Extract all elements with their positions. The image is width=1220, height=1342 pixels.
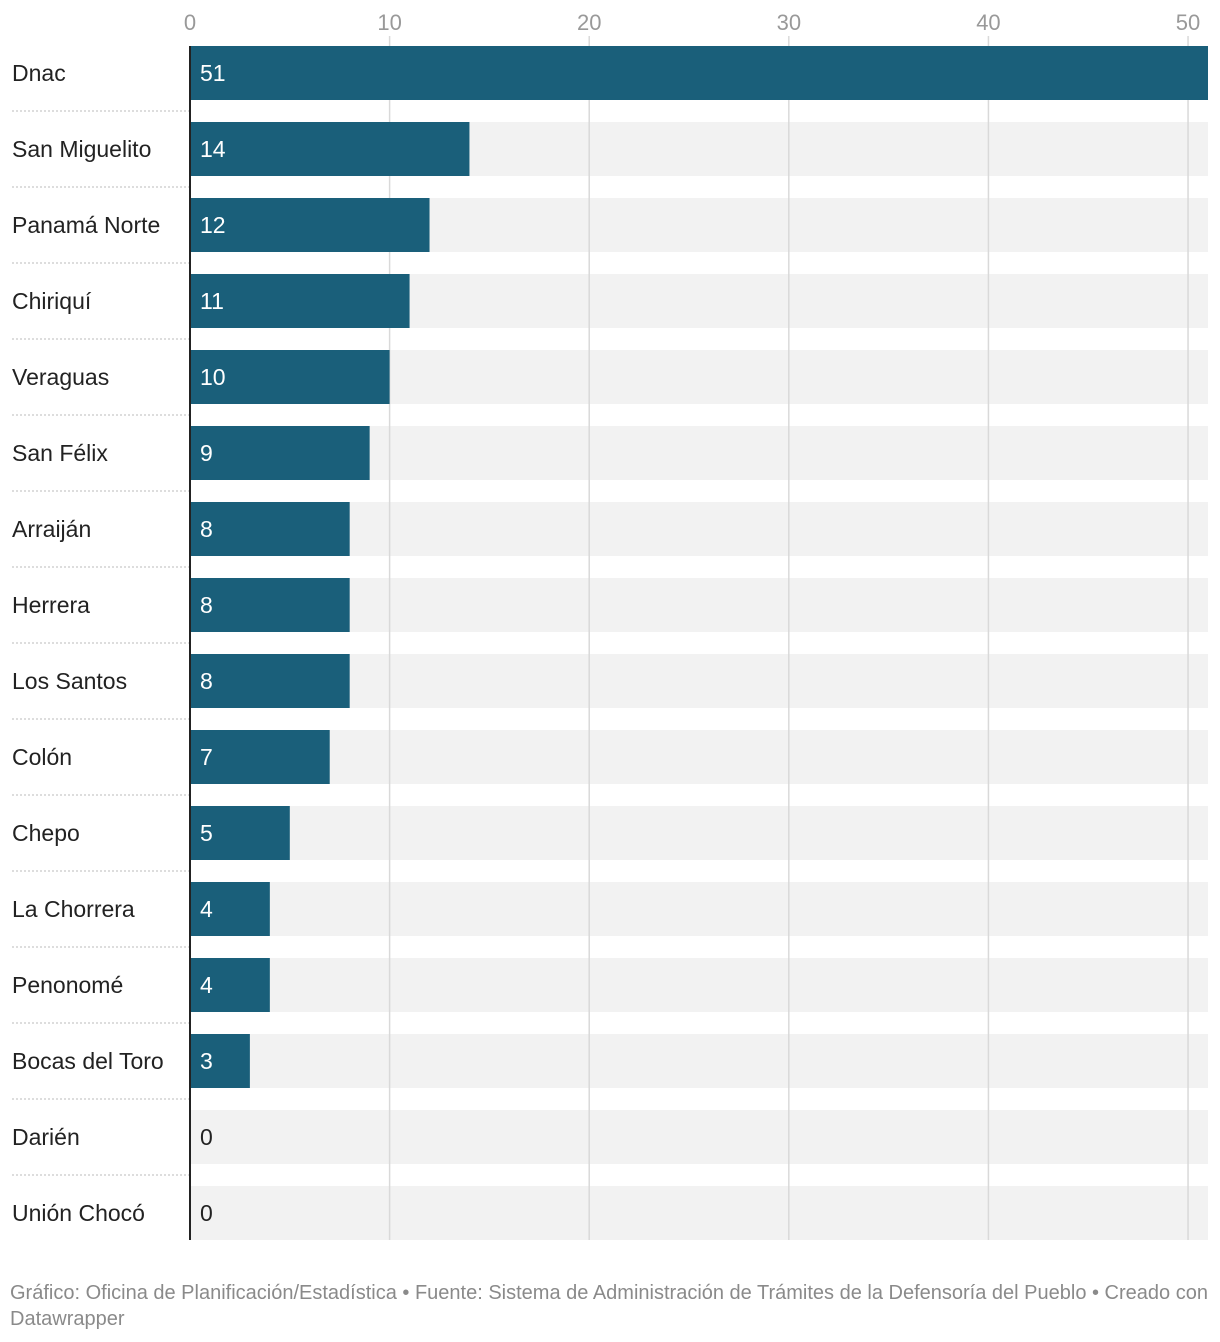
value-label: 12 <box>200 212 226 238</box>
category-label: Arraiján <box>12 516 91 542</box>
category-label: Panamá Norte <box>12 212 160 238</box>
bar <box>190 806 290 860</box>
bar-track <box>190 578 1208 632</box>
category-label: San Félix <box>12 440 108 466</box>
value-label: 8 <box>200 516 213 542</box>
x-tick-label: 0 <box>184 10 196 35</box>
value-label: 11 <box>200 288 224 314</box>
category-label: Dnac <box>12 60 66 86</box>
category-label: Unión Chocó <box>12 1200 145 1226</box>
bar-track <box>190 654 1208 708</box>
category-label: San Miguelito <box>12 136 151 162</box>
value-label: 4 <box>200 972 213 998</box>
bar <box>190 1034 250 1088</box>
category-label: Herrera <box>12 592 90 618</box>
x-axis-ticks: 0 10 20 30 40 50 <box>184 10 1200 35</box>
bar-track <box>190 882 1208 936</box>
bar <box>190 122 470 176</box>
bar-rows: Dnac 51 San Miguelito 14 Panamá Norte 12 Chiri… <box>12 46 1208 1226</box>
x-tick-label: 50 <box>1176 10 1200 35</box>
x-tick-label: 40 <box>976 10 1000 35</box>
bar <box>190 654 350 708</box>
bar <box>190 730 330 784</box>
category-label: La Chorrera <box>12 896 135 922</box>
category-label: Colón <box>12 744 72 770</box>
category-label: Bocas del Toro <box>12 1048 164 1074</box>
category-label: Chiriquí <box>12 288 92 314</box>
bar <box>190 350 390 404</box>
bar-track <box>190 730 1208 784</box>
value-label: 3 <box>200 1048 213 1074</box>
category-label: Chepo <box>12 820 80 846</box>
bar <box>190 578 350 632</box>
category-label: Veraguas <box>12 364 109 390</box>
bar <box>190 426 370 480</box>
value-label: 7 <box>200 744 213 770</box>
bar-track <box>190 502 1208 556</box>
x-tick-label: 30 <box>777 10 801 35</box>
bar <box>190 198 430 252</box>
bar-track <box>190 958 1208 1012</box>
value-label: 10 <box>200 364 226 390</box>
value-label: 8 <box>200 668 213 694</box>
category-label: Los Santos <box>12 668 127 694</box>
x-tick-label: 20 <box>577 10 601 35</box>
value-label: 9 <box>200 440 213 466</box>
bar-track <box>190 806 1208 860</box>
value-label: 4 <box>200 896 213 922</box>
chart-footer: Gráfico: Oficina de Planificación/Estadí… <box>10 1282 1208 1330</box>
bar <box>190 958 270 1012</box>
value-label: 0 <box>200 1124 213 1150</box>
bar <box>190 502 350 556</box>
bar <box>190 274 410 328</box>
category-label: Darién <box>12 1124 80 1150</box>
bar <box>190 882 270 936</box>
value-label: 5 <box>200 820 213 846</box>
bar-track <box>190 1110 1208 1164</box>
bar-track <box>190 1034 1208 1088</box>
value-label: 14 <box>200 136 226 162</box>
value-label: 8 <box>200 592 213 618</box>
x-tick-label: 10 <box>377 10 401 35</box>
bar <box>190 46 1208 100</box>
bar-track <box>190 1186 1208 1240</box>
value-label: 51 <box>200 60 226 86</box>
value-label: 0 <box>200 1200 213 1226</box>
category-label: Penonomé <box>12 972 123 998</box>
